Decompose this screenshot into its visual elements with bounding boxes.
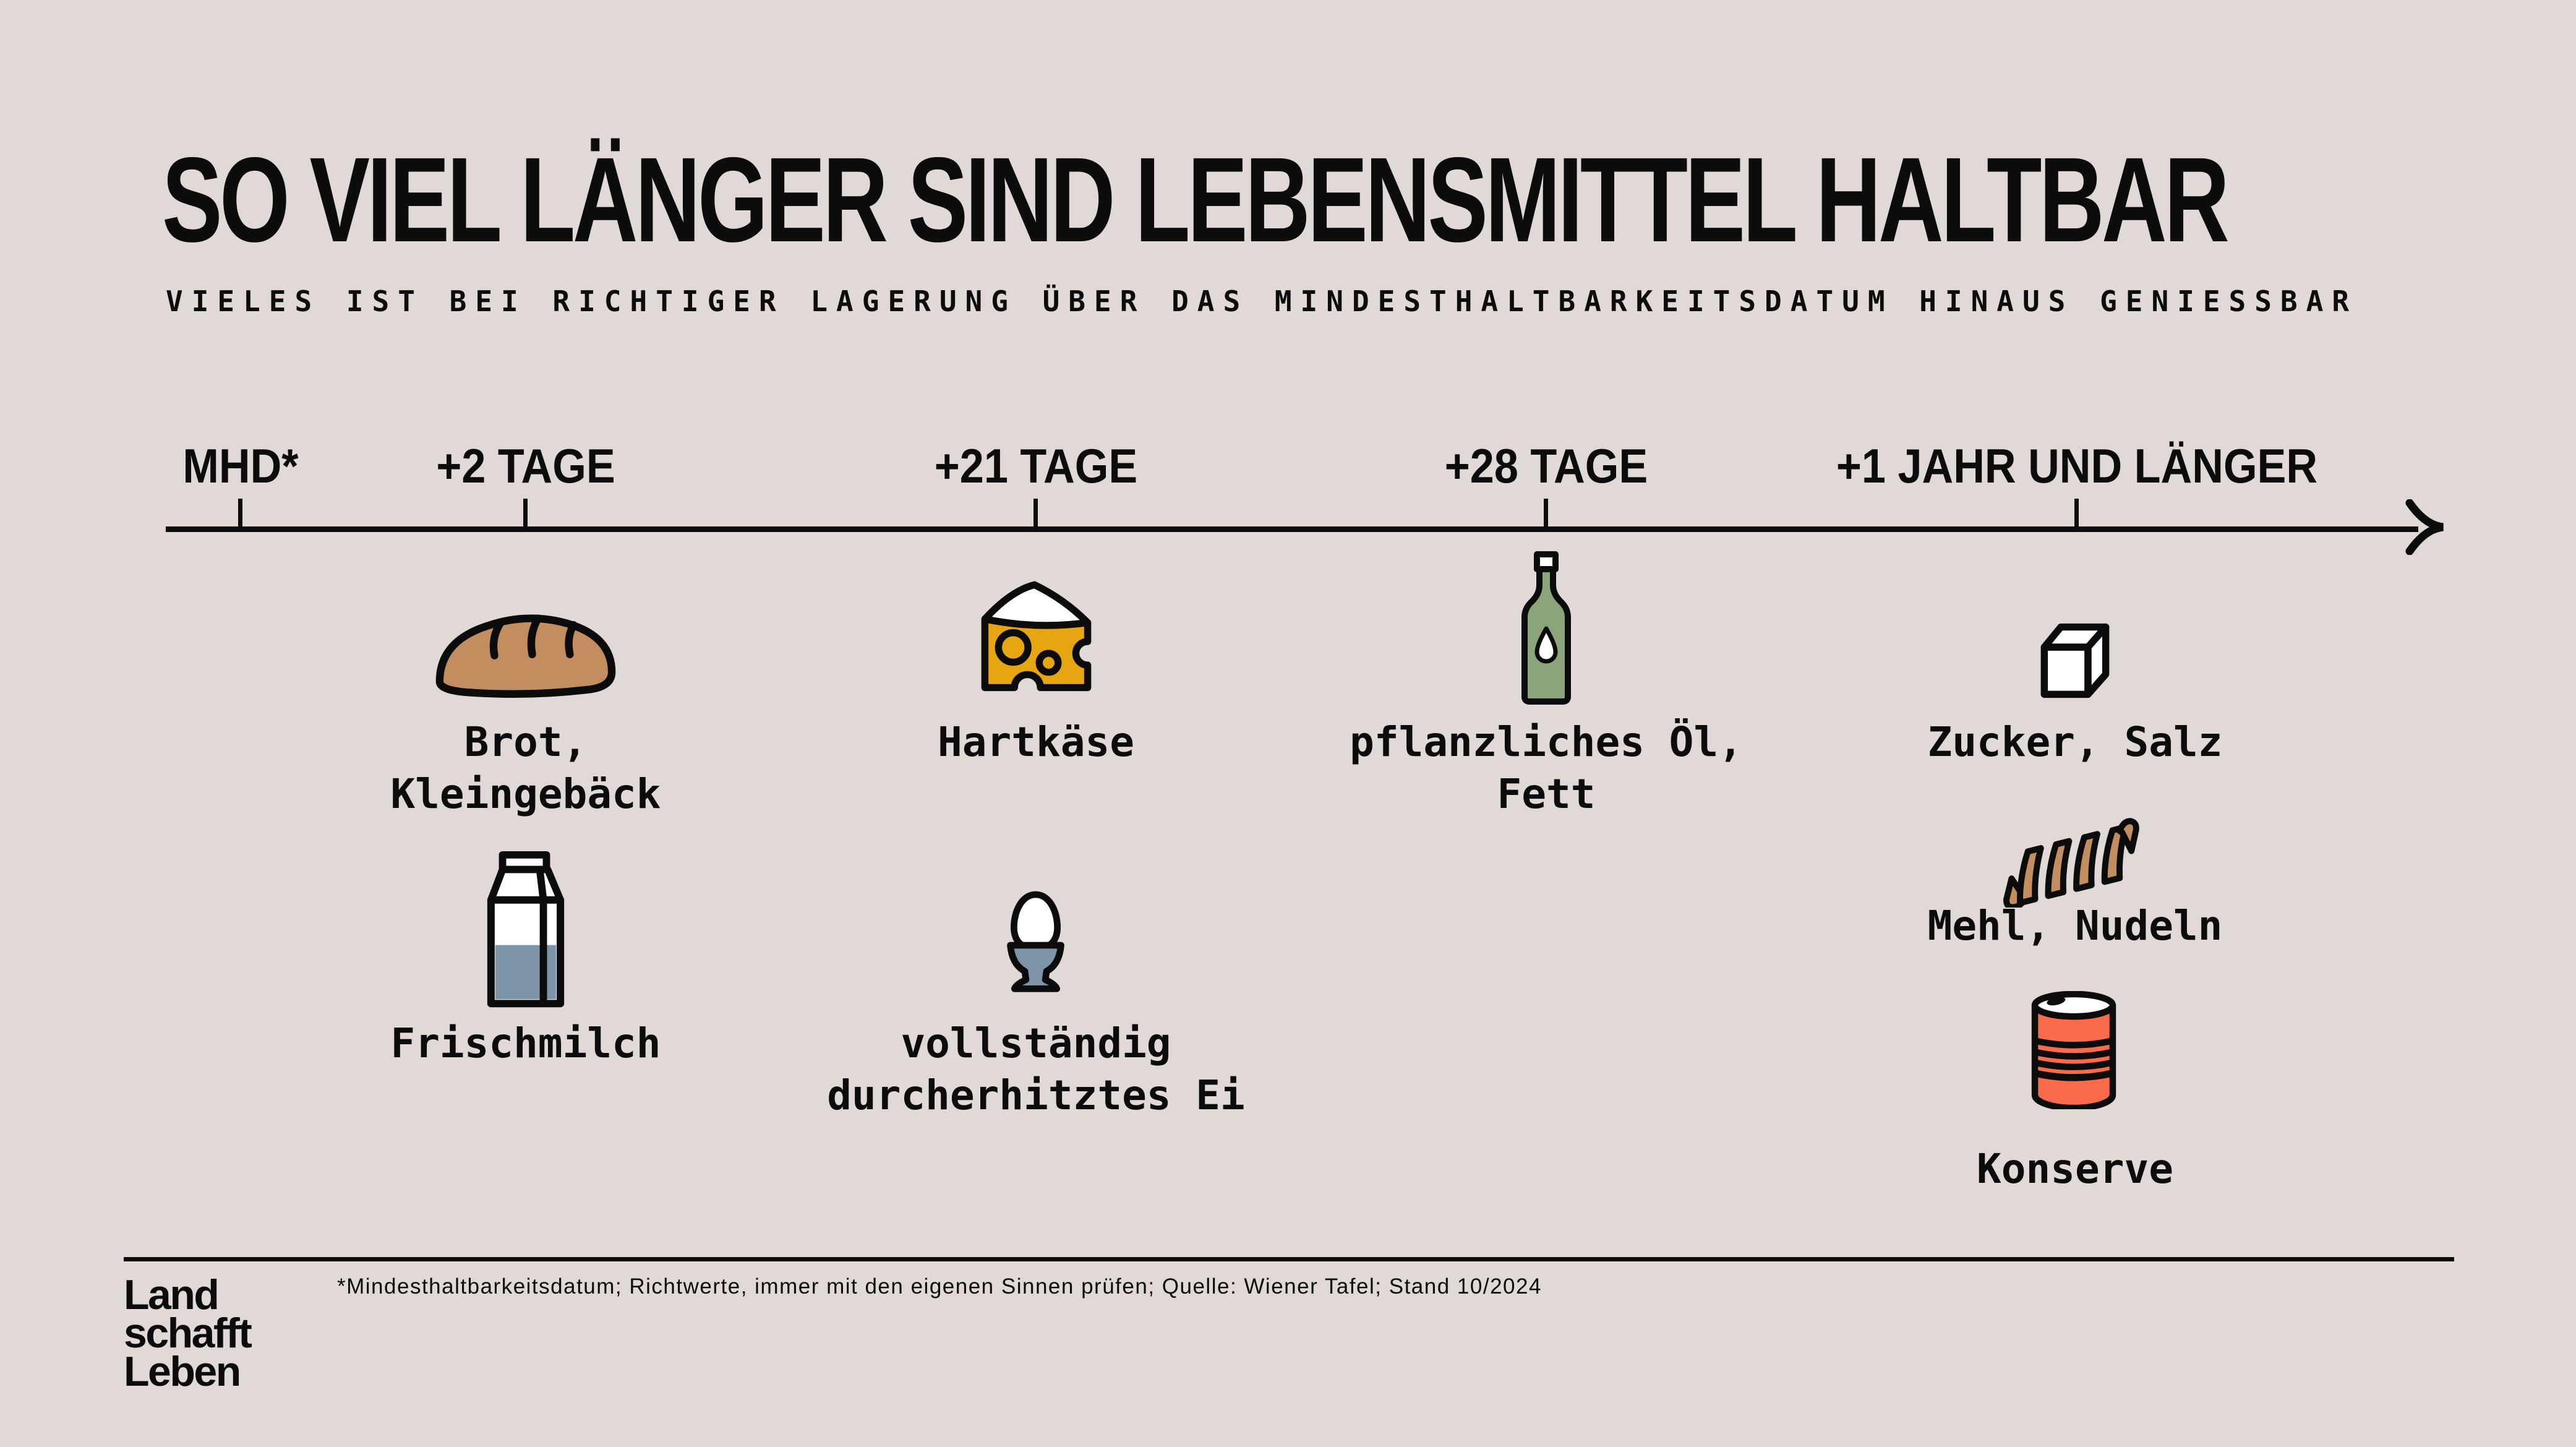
oil-bottle-icon (1521, 551, 1571, 705)
timeline-label-plus2: +2 TAGE (436, 439, 615, 493)
item-label-milk: Frischmilch (390, 1020, 661, 1067)
page-subtitle: VIELES IST BEI RICHTIGER LAGERUNG ÜBER D… (166, 285, 2358, 318)
footnote: *Mindesthaltbarkeitsdatum; Richtwerte, i… (337, 1274, 1542, 1299)
timeline-label-plus28: +28 TAGE (1444, 439, 1648, 493)
tin-can-icon (2031, 991, 2116, 1109)
logo-land-schafft-leben: Land schafft Leben (124, 1271, 252, 1395)
timeline-tick (1033, 499, 1038, 528)
item-label-can: Konserve (1977, 1145, 2173, 1193)
cheese-icon (981, 581, 1092, 692)
bread-icon (435, 614, 616, 698)
footer-divider (124, 1257, 2454, 1261)
timeline-tick (2074, 499, 2079, 528)
page-title-text: SO VIEL LÄNGER SIND LEBENSMITTEL HALTBAR (162, 132, 2230, 267)
egg-cup-icon (1007, 891, 1064, 992)
item-label-cheese: Hartkäse (938, 718, 1134, 766)
item-label-pasta: Mehl, Nudeln (1927, 902, 2223, 950)
pasta-icon (2003, 818, 2139, 908)
timeline-axis (166, 526, 2418, 532)
timeline-label-plus21: +21 TAGE (934, 439, 1138, 493)
milk-carton-icon (487, 851, 565, 1008)
timeline-tick (1544, 499, 1548, 528)
arrow-right-icon (2405, 499, 2444, 555)
timeline-label-1year: +1 JAHR UND LÄNGER (1836, 439, 2318, 493)
item-label-egg: vollständig durcherhitztes Ei (827, 1020, 1245, 1119)
timeline-tick (523, 499, 528, 528)
item-label-oil: pflanzliches Öl, Fett (1350, 718, 1743, 818)
timeline-label-mhd: MHD* (182, 439, 299, 493)
sugar-cube-icon (2040, 623, 2110, 698)
item-label-sugar: Zucker, Salz (1927, 718, 2223, 766)
timeline-tick (238, 499, 242, 528)
page-title: SO VIEL LÄNGER SIND LEBENSMITTEL HALTBAR (162, 134, 2576, 267)
item-label-bread: Brot, Kleingebäck (390, 718, 661, 818)
